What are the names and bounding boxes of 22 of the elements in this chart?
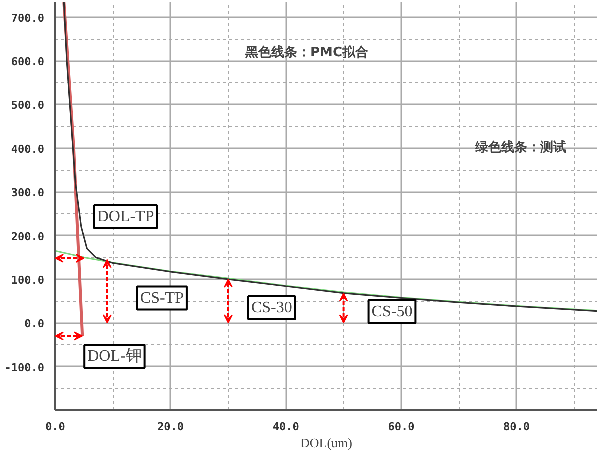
annotation: CS-50 [372,303,413,320]
annotation: CS-TP [140,290,184,307]
y-tick-label: 0.0 [24,318,45,331]
y-tick-label: 500.0 [11,99,45,112]
annotation: DOL-TP [97,208,154,226]
x-tick-label: 60.0 [388,420,415,434]
annotation: DOL-钾 [88,348,142,366]
x-axis-title: DOL(um) [300,436,353,450]
x-tick-label: 20.0 [158,420,184,434]
x-tick-label: 0.0 [46,420,66,434]
annotation: 黑色线条：PMC拟合 [244,44,369,60]
annotation: 绿色线条：测试 [474,140,566,156]
annotation: CS-30 [251,299,292,316]
y-tick-label: 400.0 [11,142,45,156]
x-tick-label: 40.0 [272,420,300,434]
y-tick-label: 100.0 [11,274,45,287]
y-tick-label: -100.0 [4,361,45,374]
y-tick-label: 200.0 [11,230,45,244]
y-tick-label: 700.0 [11,12,45,25]
x-tick-label: 80.0 [504,420,530,434]
y-tick-label: 600.0 [11,56,45,69]
y-tick-label: 300.0 [11,186,45,200]
